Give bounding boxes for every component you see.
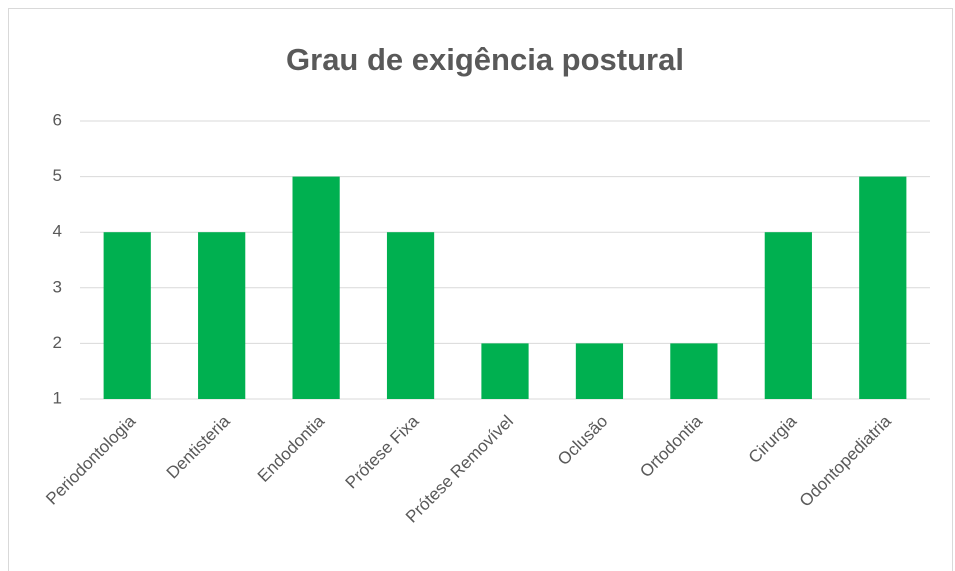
chart-title: Grau de exigência postural xyxy=(286,42,684,77)
y-tick-label: 3 xyxy=(53,277,62,296)
bar xyxy=(764,232,812,399)
bar xyxy=(292,176,340,399)
bar xyxy=(670,343,718,399)
y-tick-label: 1 xyxy=(53,388,62,407)
bar xyxy=(386,232,435,399)
bar xyxy=(198,232,246,399)
bar xyxy=(575,343,624,399)
y-tick-label: 4 xyxy=(53,222,62,241)
y-tick-label: 2 xyxy=(53,333,62,352)
y-tick-label: 5 xyxy=(53,166,62,185)
bar xyxy=(859,176,907,399)
y-tick-label: 6 xyxy=(53,110,62,129)
bar xyxy=(103,232,151,399)
bar xyxy=(481,343,529,399)
